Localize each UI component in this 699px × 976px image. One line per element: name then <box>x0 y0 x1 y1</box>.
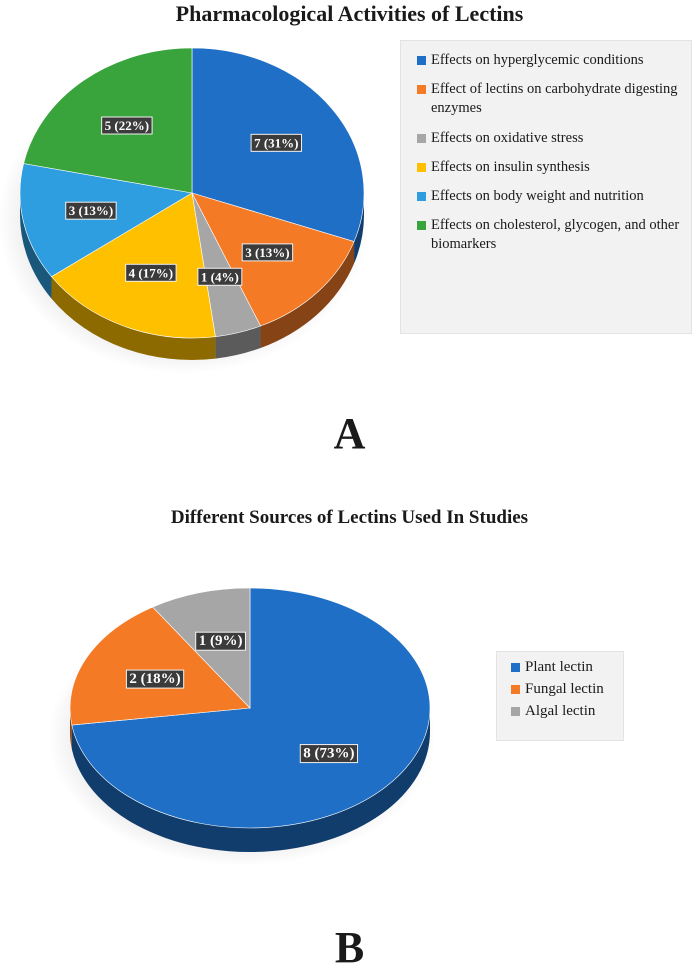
chart-a-legend-item-effects-on-insulin-synthesis: Effects on insulin synthesis <box>417 158 683 177</box>
chart-b-legend-label: Algal lectin <box>525 703 596 719</box>
chart-b-data-label-algal-lectin: 1 (9%) <box>195 631 246 651</box>
chart-a-data-label-text: 4 (17%) <box>129 265 173 280</box>
chart-b-data-label-plant-lectin: 8 (73%) <box>299 744 359 764</box>
chart-a-legend: Effects on hyperglycemic conditions Effec… <box>400 40 692 334</box>
chart-a-slice-effects-on-body-weight-and-nutrition <box>19 163 193 278</box>
chart-a-legend-item-effects-on-hyperglycemic-conditions: Effects on hyperglycemic conditions <box>417 51 683 70</box>
chart-a-legend-item-effect-of-lectins-on-carbohydrate-digesting-enzymes: Effect of lectins on carbohydrate digest… <box>417 80 683 118</box>
chart-a-data-label-text: 3 (13%) <box>69 203 113 218</box>
chart-b-legend-item-algal-lectin: Algal lectin <box>511 702 617 721</box>
chart-a-data-label-effects-on-insulin-synthesis: 4 (17%) <box>125 263 177 282</box>
chart-a-legend-item-effects-on-oxidative-stress: Effects on oxidative stress <box>417 129 683 148</box>
chart-a-legend-swatch <box>417 56 426 65</box>
chart-a-data-label-text: 7 (31%) <box>254 135 298 150</box>
chart-a-side-effects-on-insulin-synthesis <box>51 276 216 361</box>
chart-b-data-label-fungal-lectin: 2 (18%) <box>125 669 185 689</box>
chart-a-data-label-effects-on-hyperglycemic-conditions: 7 (31%) <box>250 133 303 152</box>
chart-a-legend-swatch <box>417 192 426 201</box>
chart-a-legend-label: Effects on cholesterol, glycogen, and ot… <box>431 217 680 252</box>
chart-a-side-effects-on-oxidative-stress <box>215 325 261 359</box>
chart-b-legend-swatch <box>511 663 520 672</box>
chart-a-data-label-text: 5 (22%) <box>105 118 149 133</box>
chart-a-data-label-text: 1 (4%) <box>201 269 239 284</box>
chart-b-data-label-text: 1 (9%) <box>199 633 243 649</box>
chart-a-legend-item-effects-on-cholesterol-glycogen-and-other-biomarkers: Effects on cholesterol, glycogen, and ot… <box>417 216 683 254</box>
chart-b-legend-swatch <box>511 707 520 716</box>
chart-a-side-effects-on-body-weight-and-nutrition <box>19 193 52 299</box>
chart-a-data-label-effects-on-oxidative-stress: 1 (4%) <box>197 267 243 286</box>
chart-a-pie: 7 (31%) 3 (13%) 1 (4%) 4 (17%) 3 (13%) 5 (22%… <box>0 47 370 374</box>
panel-label-b: B <box>334 923 365 972</box>
chart-a-legend-swatch <box>417 134 426 143</box>
chart-a-legend-label: Effects on oxidative stress <box>431 130 584 146</box>
chart-b-legend-label: Plant lectin <box>525 659 593 675</box>
chart-a-legend-label: Effects on hyperglycemic conditions <box>431 52 644 68</box>
chart-a-legend-swatch <box>417 163 426 172</box>
chart-a-data-label-effects-on-body-weight-and-nutrition: 3 (13%) <box>65 201 117 220</box>
chart-b-title: Different Sources of Lectins Used In Stu… <box>170 507 529 528</box>
chart-a-data-label-effect-of-lectins-on-carbohydrate-digesting-enzymes: 3 (13%) <box>241 243 294 262</box>
chart-b-legend-swatch <box>511 685 520 694</box>
chart-b-slice-plant-lectin <box>71 587 431 829</box>
chart-a-legend-swatch <box>417 85 426 94</box>
chart-b-legend: Plant lectin Fungal lectin Algal lectin <box>496 651 624 741</box>
chart-b-legend-label: Fungal lectin <box>525 681 604 697</box>
panel-label-a: A <box>333 409 366 458</box>
chart-a-title: Pharmacological Activities of Lectins <box>175 1 524 26</box>
chart-a-data-label-effects-on-cholesterol-glycogen-and-other-biomarkers: 5 (22%) <box>101 116 153 135</box>
chart-b-data-label-text: 8 (73%) <box>303 746 354 762</box>
chart-b-legend-item-plant-lectin: Plant lectin <box>511 658 617 677</box>
chart-a-legend-item-effects-on-body-weight-and-nutrition: Effects on body weight and nutrition <box>417 187 683 206</box>
chart-b-pie: 8 (73%) 2 (18%) 1 (9%) <box>48 587 436 866</box>
chart-a-data-label-text: 3 (13%) <box>245 245 289 260</box>
chart-a-side-effect-of-lectins-on-carbohydrate-digesting-enzymes <box>260 241 355 348</box>
chart-b-legend-item-fungal-lectin: Fungal lectin <box>511 680 617 699</box>
chart-a-legend-swatch <box>417 221 426 230</box>
chart-b-side-plant-lectin <box>71 708 430 852</box>
chart-a-legend-label: Effects on body weight and nutrition <box>431 188 644 204</box>
chart-b-slice-fungal-lectin <box>69 606 251 726</box>
chart-a-legend-label: Effects on insulin synthesis <box>431 159 590 175</box>
chart-a-legend-label: Effect of lectins on carbohydrate digest… <box>431 81 678 116</box>
chart-b-data-label-text: 2 (18%) <box>129 671 180 687</box>
